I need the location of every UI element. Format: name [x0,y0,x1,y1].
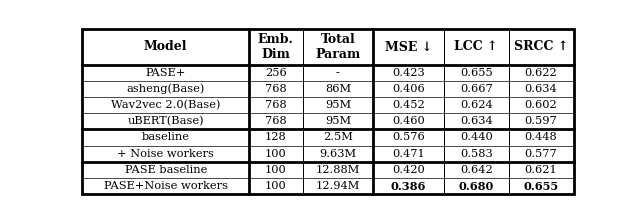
Text: 0.452: 0.452 [392,100,425,110]
Text: 0.440: 0.440 [460,132,493,143]
Text: 0.621: 0.621 [525,165,557,175]
Text: 100: 100 [265,149,287,159]
Text: 128: 128 [265,132,287,143]
Text: 0.655: 0.655 [460,68,493,78]
Text: 0.597: 0.597 [525,116,557,126]
Text: 768: 768 [265,116,287,126]
Text: 0.634: 0.634 [525,84,557,94]
Text: 0.634: 0.634 [460,116,493,126]
Text: 0.577: 0.577 [525,149,557,159]
Text: 0.420: 0.420 [392,165,425,175]
Text: -: - [336,68,340,78]
Text: 95M: 95M [325,116,351,126]
Text: 100: 100 [265,165,287,175]
Text: 12.88M: 12.88M [316,165,360,175]
Text: 2.5M: 2.5M [323,132,353,143]
Text: 0.622: 0.622 [525,68,557,78]
Text: LCC ↑: LCC ↑ [454,40,498,53]
Text: 100: 100 [265,181,287,191]
Text: Emb.
Dim: Emb. Dim [258,33,294,61]
Text: asheng(Base): asheng(Base) [127,84,205,94]
Text: SRCC ↑: SRCC ↑ [514,40,568,53]
Text: PASE+Noise workers: PASE+Noise workers [104,181,228,191]
Text: 86M: 86M [325,84,351,94]
Text: 0.406: 0.406 [392,84,425,94]
Text: 0.642: 0.642 [460,165,493,175]
Text: Total
Param: Total Param [316,33,360,61]
Text: 0.460: 0.460 [392,116,425,126]
Text: 0.386: 0.386 [391,181,426,192]
Text: MSE ↓: MSE ↓ [385,40,432,53]
Text: 0.423: 0.423 [392,68,425,78]
Text: 0.583: 0.583 [460,149,493,159]
Text: 95M: 95M [325,100,351,110]
Text: Model: Model [144,40,188,53]
Text: uBERT(Base): uBERT(Base) [127,116,204,126]
Text: 0.655: 0.655 [524,181,559,192]
Text: Wav2vec 2.0(Base): Wav2vec 2.0(Base) [111,100,221,110]
Text: PASE baseline: PASE baseline [125,165,207,175]
Text: 0.680: 0.680 [458,181,494,192]
Text: 0.667: 0.667 [460,84,493,94]
Text: PASE+: PASE+ [145,68,186,78]
Text: baseline: baseline [141,132,189,143]
Text: 0.602: 0.602 [525,100,557,110]
Text: 0.576: 0.576 [392,132,425,143]
Text: 0.471: 0.471 [392,149,425,159]
Text: 768: 768 [265,84,287,94]
Text: 256: 256 [265,68,287,78]
Text: 0.624: 0.624 [460,100,493,110]
Text: + Noise workers: + Noise workers [117,149,214,159]
Text: 0.448: 0.448 [525,132,557,143]
Text: 12.94M: 12.94M [316,181,360,191]
Text: 768: 768 [265,100,287,110]
Text: 9.63M: 9.63M [319,149,356,159]
